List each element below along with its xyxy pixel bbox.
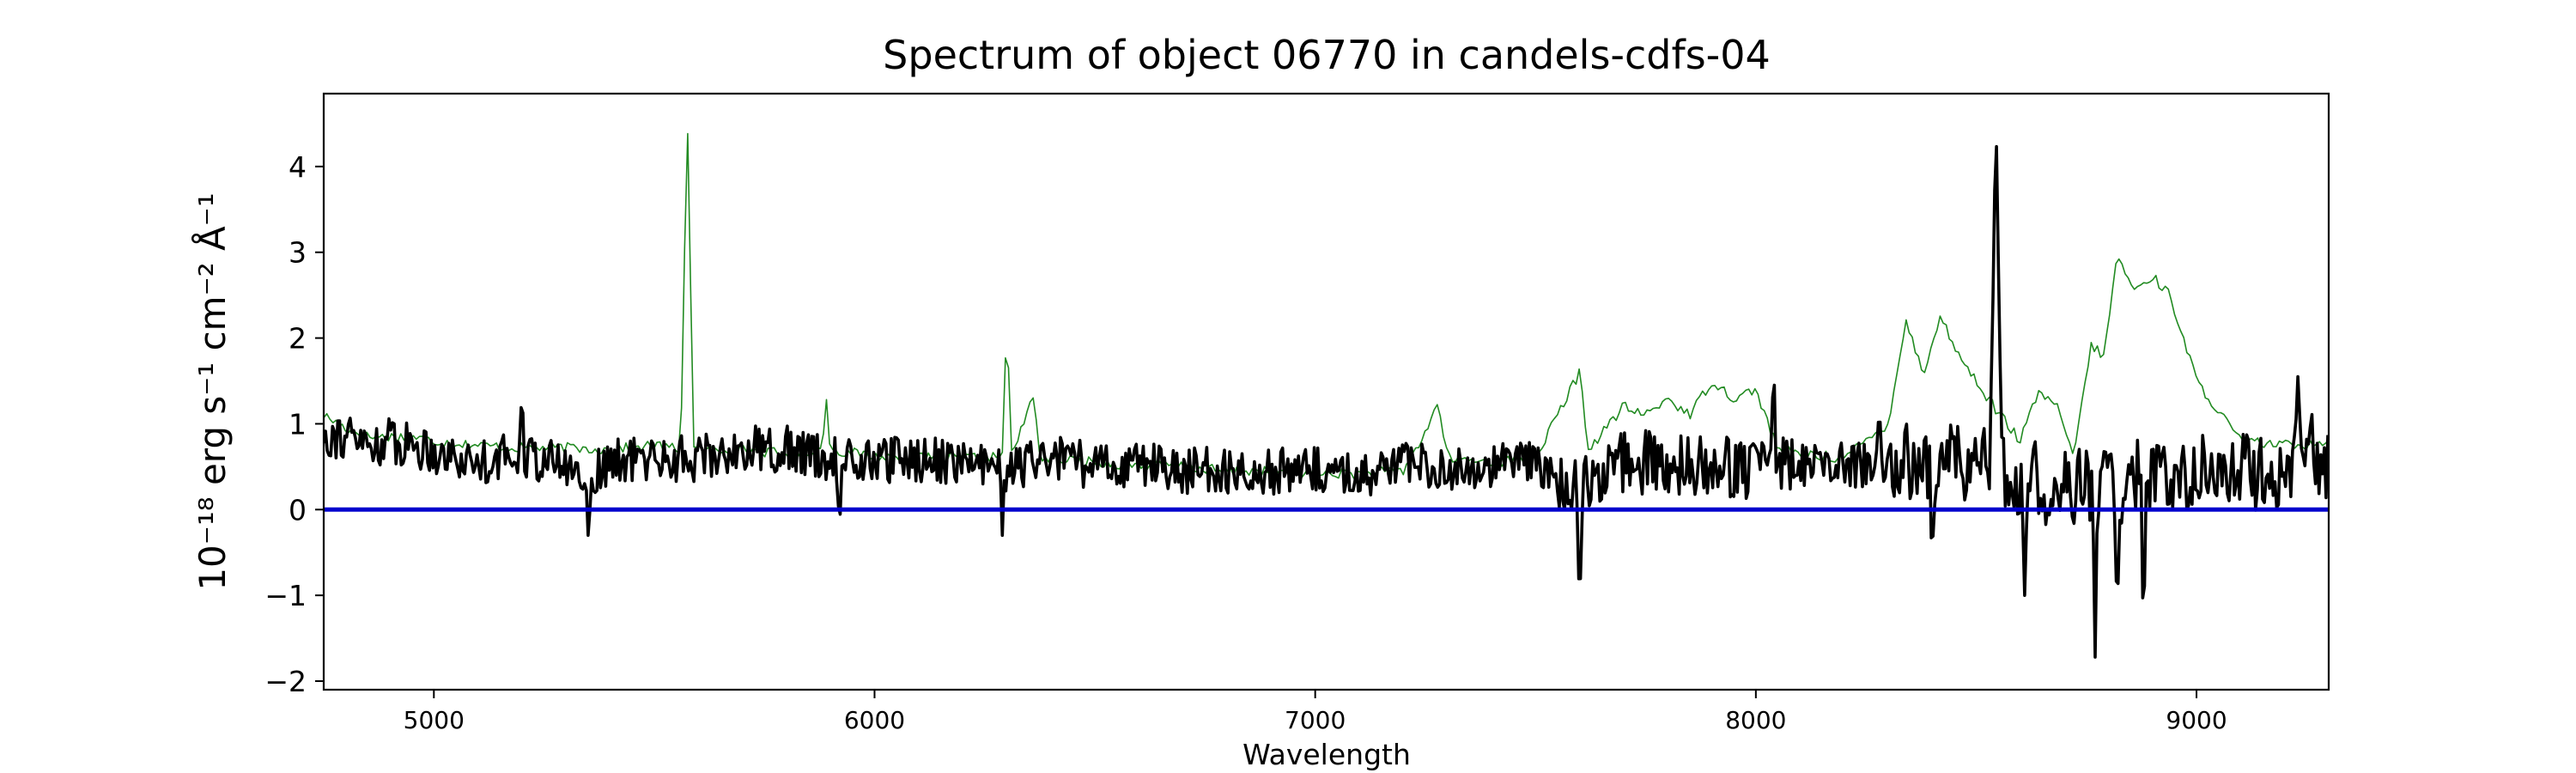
plot-frame	[322, 92, 2330, 691]
ticks-layer: 5000 6000 7000 8000 9000 −2 −1 0 1 2 3 4	[264, 150, 2227, 734]
chart-title: Spectrum of object 06770 in candels-cdfs…	[883, 32, 1771, 78]
series-layer	[324, 132, 2329, 659]
y-tick-label: 0	[289, 493, 307, 526]
y-tick-label: −2	[264, 665, 307, 698]
y-tick-label: 1	[289, 407, 307, 441]
y-axis-label: 10⁻¹⁸ erg s⁻¹ cm⁻² Å⁻¹	[191, 192, 234, 590]
x-tick-label: 5000	[404, 706, 465, 734]
spectrum-series-line	[324, 144, 2329, 659]
x-tick-label: 6000	[844, 706, 905, 734]
y-tick-label: 4	[289, 150, 307, 184]
y-tick-label: 2	[289, 322, 307, 356]
x-tick-label: 8000	[1725, 706, 1786, 734]
x-axis-label: Wavelength	[1242, 738, 1411, 771]
x-tick-label: 9000	[2166, 706, 2227, 734]
y-tick-label: −1	[264, 579, 307, 612]
x-tick-label: 7000	[1285, 706, 1346, 734]
y-tick-label: 3	[289, 236, 307, 270]
